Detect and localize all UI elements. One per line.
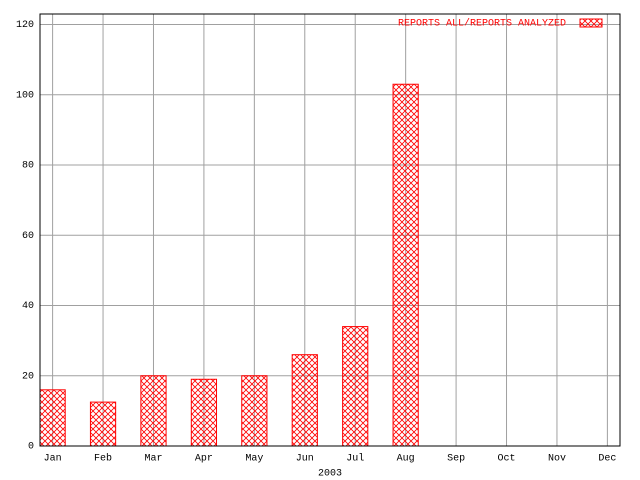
x-tick-label: Sep bbox=[447, 454, 465, 465]
x-axis-label: 2003 bbox=[318, 469, 342, 480]
plot-frame bbox=[39, 13, 621, 447]
x-tick-label: Feb bbox=[94, 453, 112, 465]
y-tick-label: 100 bbox=[16, 90, 34, 101]
legend-swatch bbox=[579, 18, 603, 28]
x-tick-label: Jul bbox=[346, 453, 364, 465]
x-tick-label: Jun bbox=[296, 454, 314, 465]
bar bbox=[241, 375, 268, 447]
x-tick-label: Nov bbox=[548, 454, 566, 465]
x-tick-label: Dec bbox=[598, 454, 616, 465]
bar bbox=[392, 83, 419, 447]
y-tick-label: 60 bbox=[22, 231, 34, 242]
bar bbox=[342, 326, 369, 447]
bar bbox=[39, 389, 66, 447]
bar bbox=[140, 375, 167, 447]
y-tick-label: 0 bbox=[28, 442, 34, 453]
bar bbox=[190, 378, 218, 447]
x-tick-label: Mar bbox=[144, 454, 162, 465]
x-tick-label: Apr bbox=[195, 454, 213, 465]
y-tick-label: 80 bbox=[22, 161, 34, 172]
y-tick-label: 120 bbox=[16, 20, 34, 31]
x-tick-label: Oct bbox=[498, 454, 516, 465]
bar bbox=[291, 354, 318, 447]
bar bbox=[89, 401, 117, 447]
y-tick-label: 40 bbox=[22, 301, 34, 312]
x-tick-label: Aug bbox=[397, 454, 415, 465]
x-tick-label: Jan bbox=[44, 454, 62, 465]
x-tick-label: May bbox=[245, 454, 263, 465]
legend-label: REPORTS ALL/REPORTS ANALYZED bbox=[398, 18, 566, 30]
y-tick-label: 20 bbox=[22, 371, 34, 382]
